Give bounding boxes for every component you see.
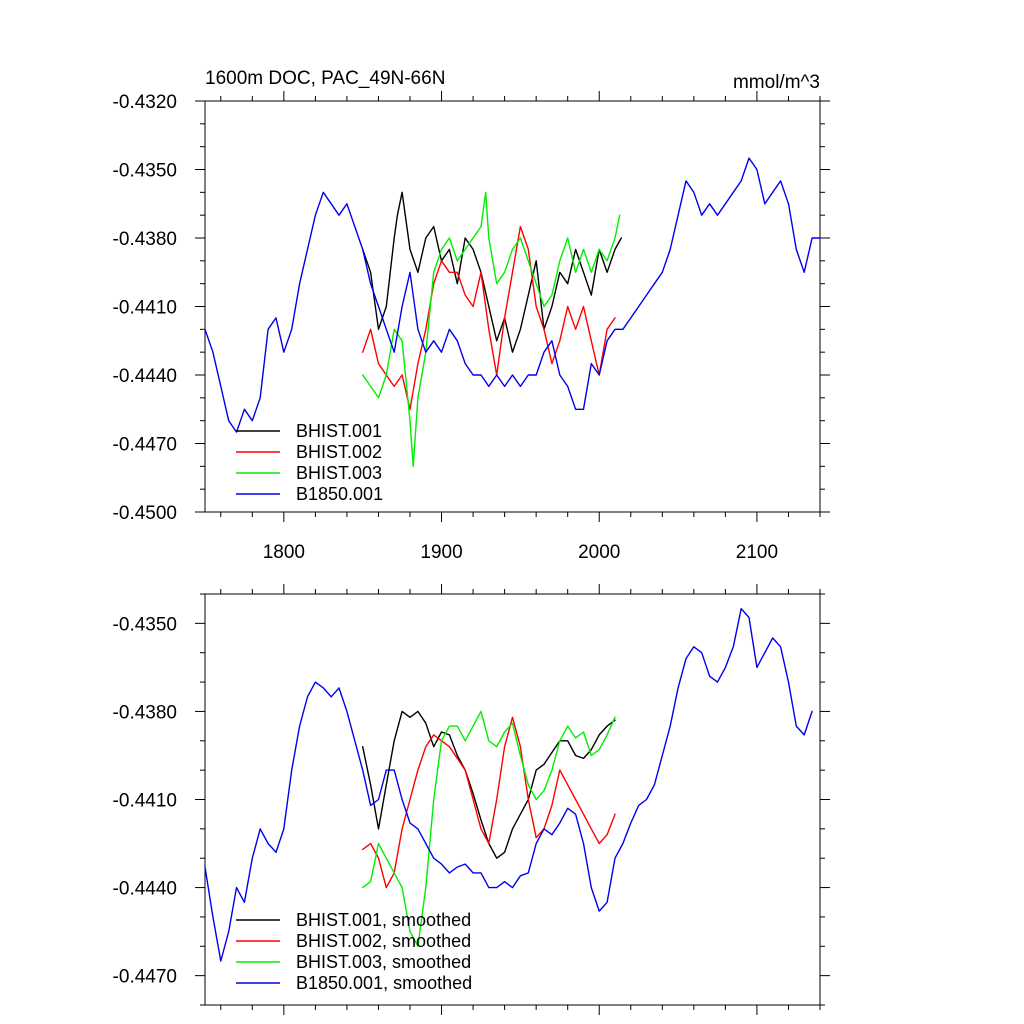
x-tick-label: 2100	[736, 542, 778, 563]
legend-label: BHIST.001, smoothed	[296, 910, 471, 930]
series-line-bhist-003	[362, 191, 621, 467]
x-tick-label: 2000	[578, 542, 620, 563]
y-tick-label: -0.4470	[113, 435, 177, 456]
series-line-bhist-002	[362, 225, 616, 410]
legend-label: BHIST.003	[296, 463, 382, 483]
y-tick-label: -0.4320	[113, 92, 177, 113]
bottom-plot-panel: -0.4350 -0.4380 -0.4410 -0.4440 -0.4470 BHIST…	[113, 584, 830, 1015]
y-tick-label: -0.4350	[113, 161, 177, 182]
series-line-bhist-002	[362, 716, 616, 889]
legend-label: BHIST.002	[296, 442, 382, 462]
series-line-bhist-001	[362, 191, 622, 353]
y-tick-label: -0.4350	[113, 614, 177, 635]
y-tick-label: -0.4380	[113, 702, 177, 723]
y-tick-label: -0.4500	[113, 503, 177, 524]
y-tick-label: -0.4380	[113, 229, 177, 250]
y-tick-label: -0.4410	[113, 791, 177, 812]
legend-label: B1850.001, smoothed	[296, 973, 472, 993]
chart-title: 1600m DOC, PAC_49N-66N	[205, 68, 445, 89]
y-tick-label: -0.4440	[113, 879, 177, 900]
x-tick-label: 1900	[420, 542, 462, 563]
series-line-bhist-003	[362, 710, 616, 947]
legend-label: BHIST.001	[296, 421, 382, 441]
y-tick-label: -0.4440	[113, 366, 177, 387]
top-plot-panel: 1600m DOC, PAC_49N-66N mmol/m^3 1800 1900…	[113, 68, 830, 563]
x-tick-label: 1800	[263, 542, 305, 563]
series-line-b1850-001	[204, 608, 813, 962]
y-tick-label: -0.4470	[113, 967, 177, 988]
series-line-b1850-001	[204, 157, 821, 433]
legend-label: B1850.001	[296, 484, 383, 504]
units-label: mmol/m^3	[733, 72, 820, 93]
y-tick-label: -0.4410	[113, 298, 177, 319]
legend-label: BHIST.003, smoothed	[296, 952, 471, 972]
legend-label: BHIST.002, smoothed	[296, 931, 471, 951]
